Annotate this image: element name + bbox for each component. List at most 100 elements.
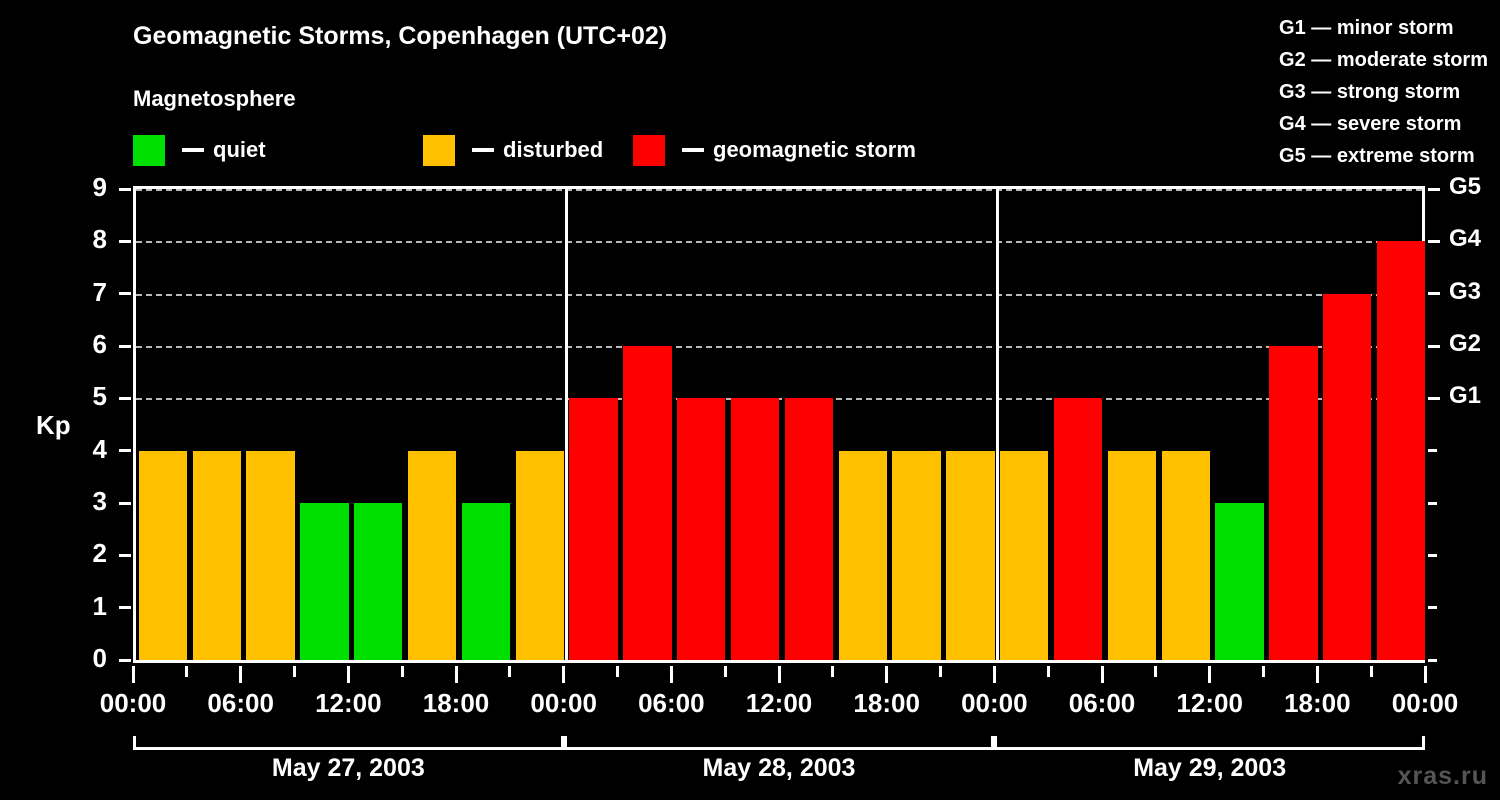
bar-kp bbox=[407, 450, 457, 660]
watermark: xras.ru bbox=[1397, 762, 1488, 790]
legend-dash-icon bbox=[182, 148, 204, 152]
date-bracket bbox=[563, 736, 995, 750]
g-tick-mark-g1 bbox=[1428, 396, 1440, 400]
bar-kp bbox=[192, 450, 241, 660]
bar-kp bbox=[1269, 346, 1318, 660]
x-tick-mark bbox=[1423, 666, 1427, 683]
y-tick-mark-5 bbox=[119, 396, 131, 400]
x-tick-mark bbox=[239, 666, 243, 683]
bar-kp bbox=[784, 398, 834, 660]
x-tick-label: 18:00 bbox=[1284, 688, 1351, 718]
x-tick-label: 12:00 bbox=[315, 688, 382, 718]
x-tick-label: 00:00 bbox=[961, 688, 1028, 718]
bar-kp bbox=[569, 398, 618, 660]
bar-kp bbox=[1000, 450, 1049, 660]
date-label: May 28, 2003 bbox=[702, 754, 856, 782]
gscale-row-g2: G2 — moderate storm bbox=[1279, 49, 1488, 71]
x-tick-label: 00:00 bbox=[530, 688, 597, 718]
y-tick-label-4: 4 bbox=[92, 433, 107, 464]
date-bracket bbox=[994, 736, 1425, 750]
y-tick-label-7: 7 bbox=[92, 276, 107, 307]
legend-label-disturbed: disturbed bbox=[503, 137, 604, 162]
x-tick-mark bbox=[454, 666, 458, 683]
page-title: Geomagnetic Storms, Copenhagen (UTC+02) bbox=[133, 22, 668, 50]
x-tick-label: 00:00 bbox=[99, 688, 167, 718]
g-tick-label-g1: G1 bbox=[1449, 382, 1482, 410]
x-tick-mark bbox=[1315, 666, 1319, 683]
x-tick-mark bbox=[723, 666, 727, 677]
x-tick-label: 06:00 bbox=[207, 688, 274, 718]
g-tick-label-g5: G5 bbox=[1449, 173, 1482, 200]
g-tick-mark-g3 bbox=[1428, 292, 1440, 296]
y-tick-mark-0 bbox=[119, 658, 131, 662]
legend-label-quiet: quiet bbox=[213, 137, 266, 162]
x-tick-mark bbox=[131, 666, 135, 683]
x-tick-mark bbox=[293, 666, 296, 677]
legend-dash-icon bbox=[682, 148, 704, 152]
x-tick-mark bbox=[185, 666, 189, 677]
legend-swatch-quiet-icon bbox=[133, 134, 165, 166]
x-tick-label: 12:00 bbox=[1176, 688, 1243, 718]
gscale-legend: G1 — minor storm G2 — moderate storm G3 — … bbox=[1279, 12, 1488, 172]
x-tick-mark bbox=[562, 666, 566, 683]
date-bracket bbox=[133, 736, 564, 750]
plot-area bbox=[133, 186, 1426, 663]
x-tick-mark bbox=[1208, 666, 1212, 683]
bar-kp bbox=[946, 450, 995, 660]
x-tick-mark bbox=[669, 666, 673, 683]
bar-kp bbox=[515, 450, 564, 660]
legend-item-quiet: quiet bbox=[133, 133, 266, 167]
right-minor-tick-2 bbox=[1428, 553, 1437, 557]
x-tick-mark bbox=[939, 666, 942, 677]
x-tick-label: 06:00 bbox=[1068, 688, 1136, 718]
x-tick-mark bbox=[616, 666, 619, 677]
gridline-kp-7 bbox=[136, 293, 1422, 296]
x-tick-mark bbox=[1154, 666, 1158, 677]
y-tick-mark-2 bbox=[119, 553, 131, 557]
bar-kp bbox=[1215, 503, 1264, 660]
bar-kp bbox=[354, 503, 403, 660]
legend-swatch-disturbed-icon bbox=[423, 134, 455, 166]
x-tick-label: 06:00 bbox=[638, 688, 705, 718]
y-tick-label-6: 6 bbox=[92, 329, 107, 359]
y-tick-label-0: 0 bbox=[92, 643, 107, 673]
gscale-row-g3: G3 — strong storm bbox=[1279, 81, 1461, 103]
y-tick-mark-3 bbox=[119, 501, 131, 505]
day-divider-2 bbox=[995, 189, 999, 660]
day-divider-1 bbox=[565, 189, 569, 660]
right-minor-tick-1 bbox=[1428, 606, 1437, 610]
x-tick-label: 18:00 bbox=[422, 688, 490, 718]
x-tick-mark bbox=[346, 666, 350, 683]
bar-kp bbox=[838, 450, 887, 660]
bar-kp-trailing bbox=[1408, 241, 1422, 660]
gridline-kp-8 bbox=[136, 241, 1422, 244]
x-tick-mark bbox=[1262, 666, 1265, 677]
bar-kp bbox=[892, 450, 941, 660]
x-tick-mark bbox=[1100, 666, 1104, 683]
g-tick-label-g2: G2 bbox=[1449, 330, 1482, 357]
g-tick-label-g3: G3 bbox=[1449, 277, 1482, 305]
bar-kp bbox=[1161, 450, 1210, 660]
date-label: May 29, 2003 bbox=[1133, 754, 1287, 782]
gridline-kp-6 bbox=[136, 346, 1422, 348]
y-tick-label-2: 2 bbox=[92, 538, 107, 569]
g-tick-label-g4: G4 bbox=[1449, 225, 1482, 253]
bar-kp bbox=[1053, 398, 1103, 660]
bar-kp bbox=[623, 346, 672, 660]
y-tick-label-3: 3 bbox=[92, 486, 107, 516]
y-tick-mark-4 bbox=[119, 449, 131, 453]
bar-kp bbox=[1323, 293, 1372, 660]
right-minor-tick-4 bbox=[1428, 449, 1437, 453]
x-tick-label: 18:00 bbox=[853, 688, 920, 718]
x-tick-mark bbox=[777, 666, 781, 683]
y-tick-mark-7 bbox=[119, 292, 131, 296]
x-tick-mark bbox=[885, 666, 889, 683]
y-tick-mark-9 bbox=[119, 187, 131, 191]
legend-label-storm: geomagnetic storm bbox=[713, 137, 916, 162]
legend-item-disturbed: disturbed bbox=[423, 133, 603, 167]
g-tick-mark-g5 bbox=[1428, 187, 1440, 191]
y-tick-label-9: 9 bbox=[92, 172, 107, 202]
chart-subtitle: Magnetosphere bbox=[133, 86, 296, 111]
date-label: May 27, 2003 bbox=[271, 754, 425, 782]
y-tick-label-8: 8 bbox=[92, 224, 107, 255]
